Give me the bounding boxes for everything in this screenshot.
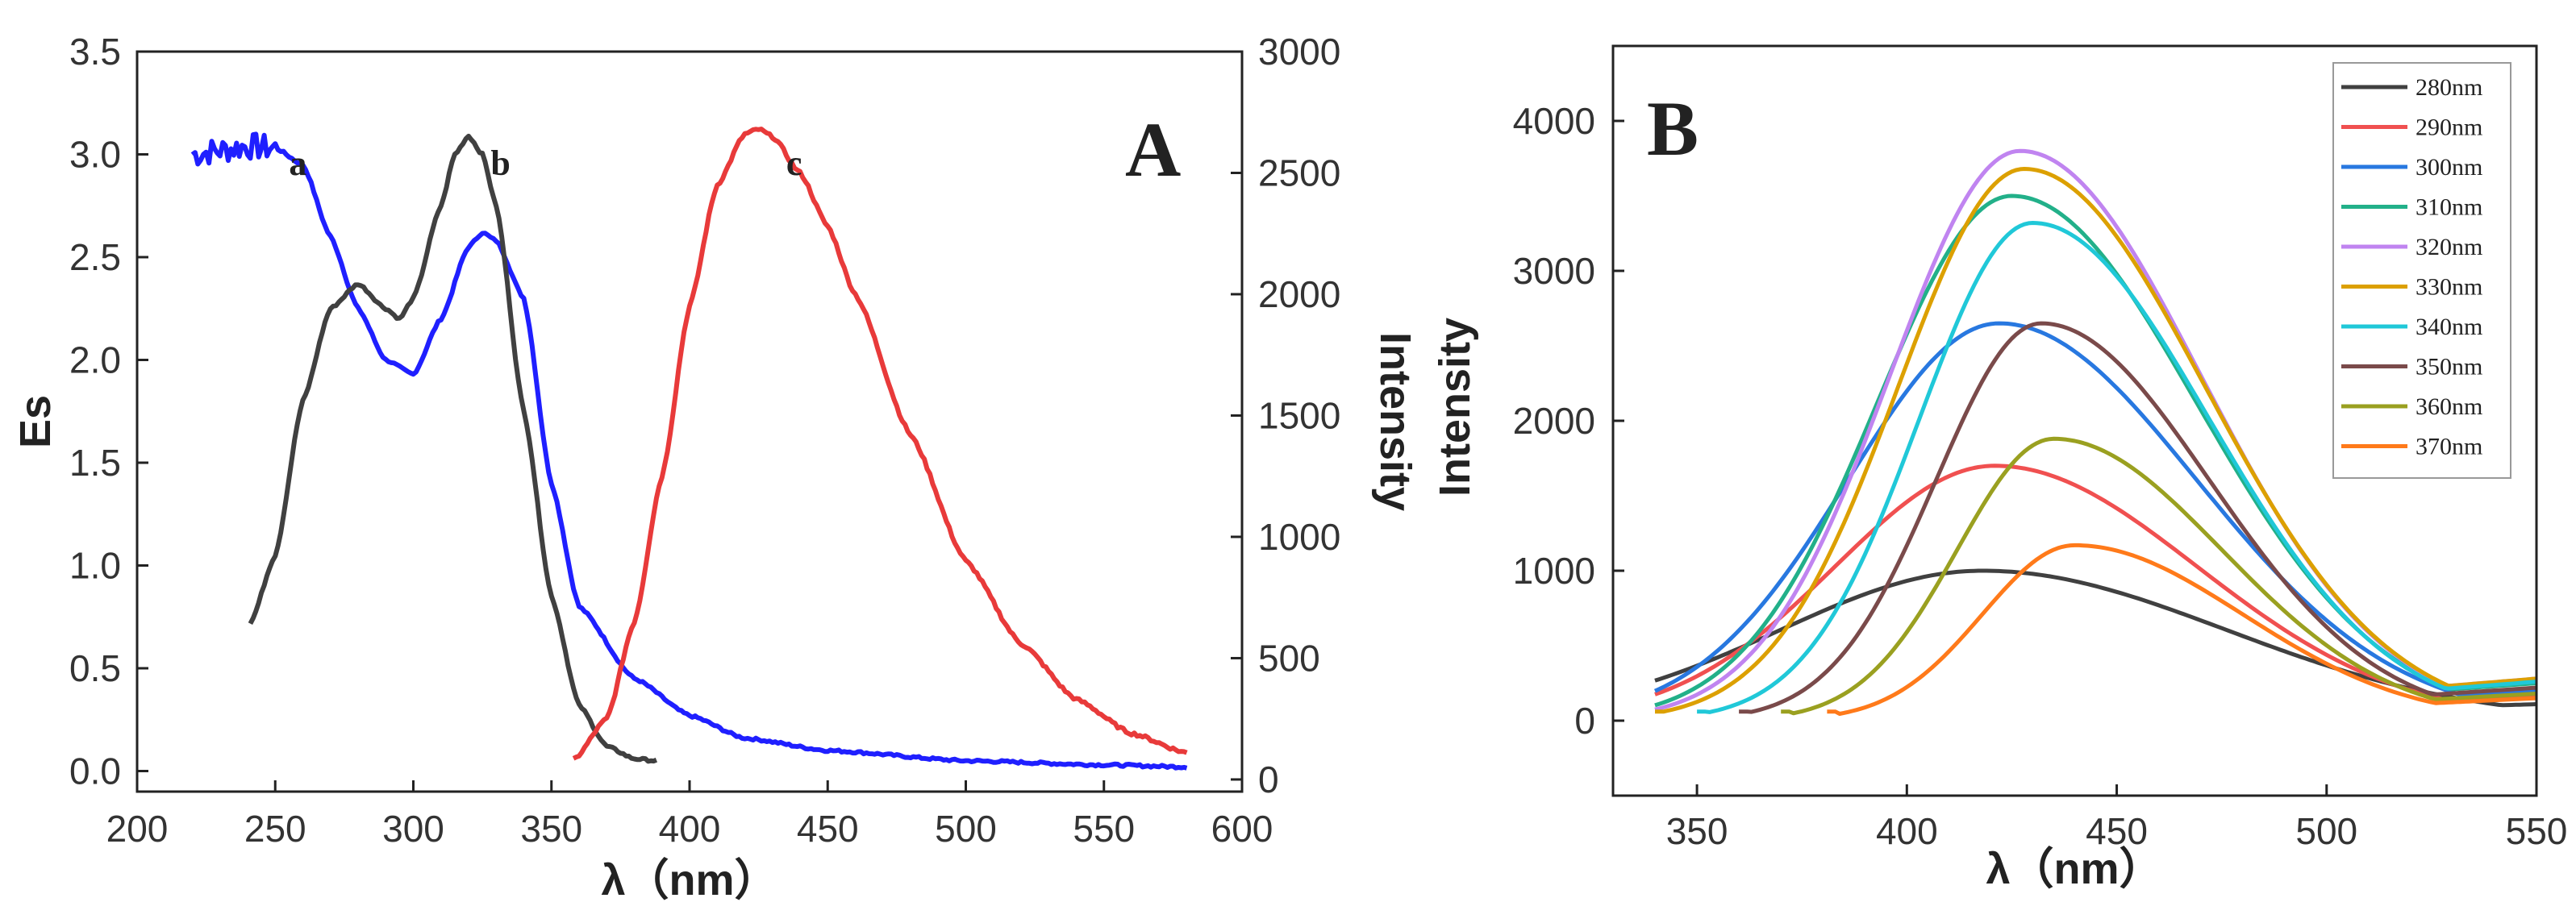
panel-a-x-tick-label: 550 [1073,808,1135,850]
series-300nm-line [1653,321,2537,697]
legend-label-350nm: 350nm [2416,354,2482,380]
panel-b-legend: 280nm 290nm 300nm 310nm 320nm 330nm 340nm 350nm… [2332,62,2511,479]
panel-b-y-tick-label: 3000 [1513,250,1595,292]
curve-label-b: b [490,143,510,183]
panel-b-y-tick-label: 1000 [1513,550,1595,592]
panel-b-y-tick-label: 0 [1574,700,1595,742]
panel-b-x-tick-label: 350 [1666,810,1728,852]
panel-b-x-tick-label: 550 [2506,810,2568,852]
panel-b-y-tick-label: 2000 [1513,400,1595,442]
legend-label-330nm: 330nm [2416,274,2482,301]
panel-b-letter: B [1647,85,1699,172]
panel-b: 350 400 450 500 550 0 1000 2000 3000 4000 B λ（nm）… [1431,44,2568,893]
panel-b-x-tick-label: 500 [2295,810,2357,852]
panel-a-x-axis-title: λ（nm） [601,856,777,904]
panel-a-plot-area: a b c [190,127,1188,771]
series-350nm-line [1739,321,2537,714]
legend-label-370nm: 370nm [2416,434,2482,460]
panel-a-x-tick-label: 200 [106,808,169,850]
panel-a-left-y-tick-label: 0.5 [69,647,121,689]
series-c-line [572,127,1188,761]
panel-a-right-y-axis-title: Intensity [1371,332,1419,511]
panel-a-x-tick-label: 250 [244,808,306,850]
legend-label-300nm: 300nm [2416,154,2482,181]
panel-a-right-y-tick-label: 2500 [1258,152,1340,193]
curve-label-a: a [289,143,306,183]
curve-label-c: c [786,143,802,183]
panel-a-right-y-tick-label: 1500 [1258,394,1340,436]
series-340nm-line [1697,221,2537,714]
panel-b-x-tick-label: 400 [1876,810,1938,852]
panel-a-left-y-tick-label: 2.0 [69,339,121,381]
series-370nm-line [1827,543,2537,716]
panel-b-plot-area [1653,148,2537,716]
panel-a-frame [135,50,1244,793]
panel-b-x-axis-title: λ（nm） [1986,845,2162,893]
panel-a-right-y-tick-label: 500 [1258,637,1320,679]
legend-label-290nm: 290nm [2416,114,2482,141]
series-a-line [190,131,1188,771]
panel-b-x-tick-label: 450 [2086,810,2148,852]
legend-label-360nm: 360nm [2416,393,2482,420]
legend-label-280nm: 280nm [2416,74,2482,101]
panel-a-right-y-tick-label: 0 [1258,759,1279,800]
legend-label-340nm: 340nm [2416,314,2482,340]
legend-label-310nm: 310nm [2416,194,2482,221]
panel-a-x-tick-label: 300 [382,808,444,850]
panel-a-letter: A [1125,106,1181,193]
panel-a-x-tick-label: 350 [520,808,582,850]
panel-a-x-tick-label: 450 [797,808,859,850]
panel-b-y-axis-title: Intensity [1431,318,1479,497]
panel-a-right-y-tick-label: 1000 [1258,516,1340,558]
series-360nm-line [1781,436,2537,716]
panel-a-left-y-axis-title: Es [11,395,60,448]
panel-a-left-y-tick-label: 3.0 [69,134,121,176]
legend-label-320nm: 320nm [2416,234,2482,260]
panel-a-x-tick-label: 600 [1211,808,1273,850]
panel-b-y-tick-label: 4000 [1513,100,1595,142]
legend-box [2332,62,2511,479]
panel-a-ticks: 200 250 300 350 400 450 500 550 600 0.0 0.5 1.0 1.5 2… [69,31,1340,850]
panel-a-left-y-tick-label: 3.5 [69,31,121,73]
panel-a-left-y-tick-label: 2.5 [69,236,121,278]
panel-a-right-y-tick-label: 3000 [1258,31,1340,73]
panel-a-x-tick-label: 400 [659,808,721,850]
series-b-line [248,133,658,764]
panel-a-left-y-tick-label: 0.0 [69,750,121,792]
panel-b-ticks: 350 400 450 500 550 0 1000 2000 3000 4000 [1513,100,2568,852]
panel-a: 200 250 300 350 400 450 500 550 600 0.0 0.5 1.0 1.5 2… [11,31,1419,904]
panel-a-right-y-tick-label: 2000 [1258,273,1340,315]
panel-a-left-y-tick-label: 1.0 [69,545,121,587]
series-330nm-line [1655,167,2537,714]
panel-a-left-y-tick-label: 1.5 [69,442,121,484]
panel-b-frame [1611,44,2538,797]
panel-a-x-tick-label: 500 [935,808,997,850]
